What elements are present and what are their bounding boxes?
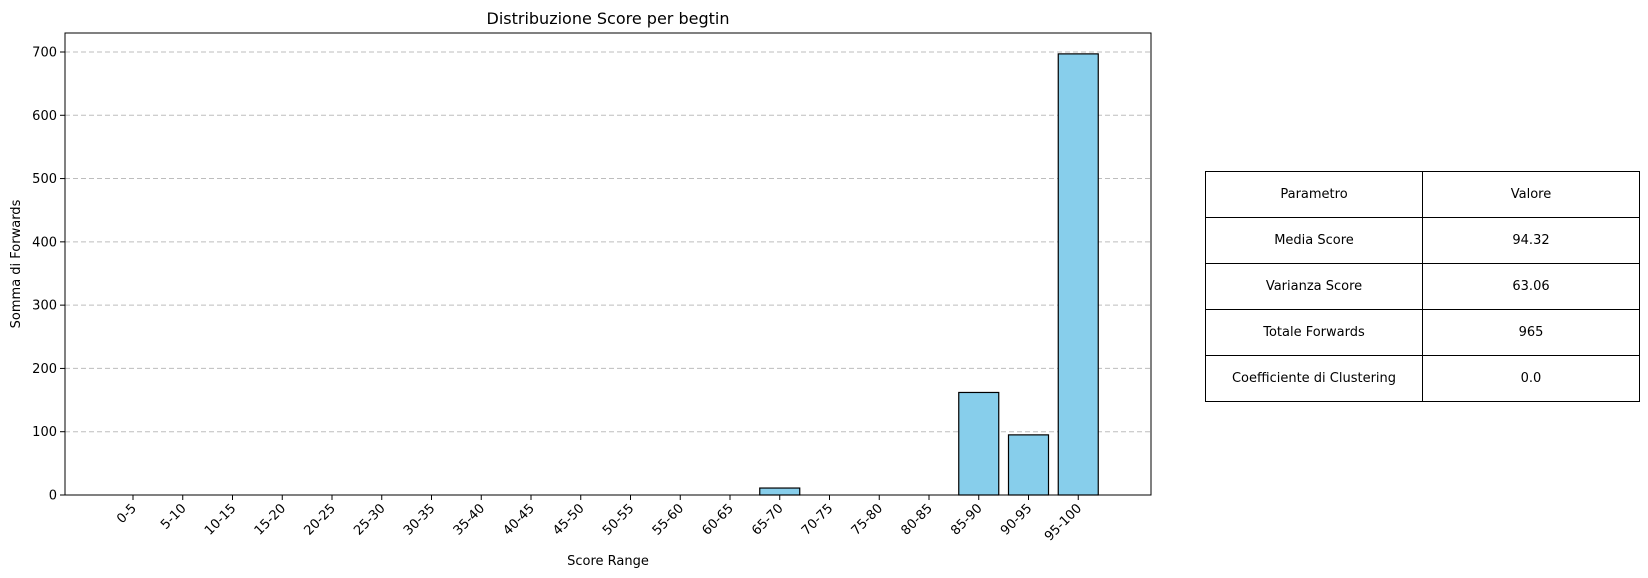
x-tick-label: 60-65 — [700, 501, 737, 538]
y-tick-label: 400 — [32, 235, 57, 250]
x-tick-label: 95-100 — [1042, 501, 1085, 544]
table-row: Coefficiente di Clustering 0.0 — [1205, 355, 1640, 402]
y-tick-label: 500 — [32, 172, 57, 187]
x-tick-label: 80-85 — [899, 501, 936, 538]
y-tick-label: 700 — [32, 45, 57, 60]
table-header-cell: Parametro — [1205, 171, 1423, 218]
grid-lines — [65, 51, 1151, 433]
bar — [958, 391, 1000, 496]
bar-chart: 0 100 200 300 400 500 600 700 0-5 5-10 10-15 15-20… — [9, 9, 1152, 569]
x-axis-label: Score Range — [567, 554, 649, 569]
table-cell-parameter: Totale Forwards — [1205, 309, 1423, 356]
y-tick-label: 0 — [49, 489, 57, 504]
x-tick-label: 35-40 — [451, 501, 488, 538]
x-tick-label: 20-25 — [302, 501, 339, 538]
x-ticks: 0-5 5-10 10-15 15-20 20-25 25-30 30-35 35-40 40-… — [114, 495, 1085, 544]
table-row: Media Score 94.32 — [1205, 217, 1640, 264]
bar — [1007, 434, 1050, 496]
bar — [1057, 53, 1099, 496]
x-tick-label: 65-70 — [749, 501, 786, 538]
table-cell-parameter: Coefficiente di Clustering — [1205, 355, 1423, 402]
x-tick-label: 15-20 — [252, 501, 289, 538]
table-cell-value: 94.32 — [1422, 217, 1640, 264]
table-cell-parameter: Varianza Score — [1205, 263, 1423, 310]
x-tick-label: 85-90 — [948, 501, 985, 538]
x-tick-label: 0-5 — [114, 501, 140, 527]
table-row: Varianza Score 63.06 — [1205, 263, 1640, 310]
x-tick-label: 90-95 — [998, 501, 1035, 538]
table-cell-value: 63.06 — [1422, 263, 1640, 310]
table-row: Totale Forwards 965 — [1205, 309, 1640, 356]
x-tick-label: 70-75 — [799, 501, 836, 538]
x-tick-label: 45-50 — [550, 501, 587, 538]
bar — [759, 487, 801, 496]
table-cell-value: 0.0 — [1422, 355, 1640, 402]
chart-title: Distribuzione Score per begtin — [487, 9, 730, 28]
y-tick-label: 300 — [32, 299, 57, 314]
x-tick-label: 30-35 — [401, 501, 438, 538]
x-tick-label: 5-10 — [158, 501, 189, 532]
y-tick-label: 100 — [32, 425, 57, 440]
y-tick-label: 600 — [32, 109, 57, 124]
table-header-row: Parametro Valore — [1205, 171, 1640, 218]
x-tick-label: 55-60 — [650, 501, 687, 538]
table-cell-parameter: Media Score — [1205, 217, 1423, 264]
stats-table: Parametro Valore Media Score 94.32 Varia… — [1205, 171, 1640, 402]
bars — [759, 53, 1099, 496]
y-ticks: 0 100 200 300 400 500 600 700 — [32, 45, 65, 504]
x-tick-label: 25-30 — [351, 501, 388, 538]
table-cell-value: 965 — [1422, 309, 1640, 356]
x-tick-label: 40-45 — [501, 501, 538, 538]
table-header-cell: Valore — [1422, 171, 1640, 218]
y-axis-label: Somma di Forwards — [9, 199, 24, 328]
y-tick-label: 200 — [32, 362, 57, 377]
x-tick-label: 10-15 — [202, 501, 239, 538]
x-tick-label: 75-80 — [849, 501, 886, 538]
x-tick-label: 50-55 — [600, 501, 637, 538]
plot-frame — [64, 32, 1152, 496]
